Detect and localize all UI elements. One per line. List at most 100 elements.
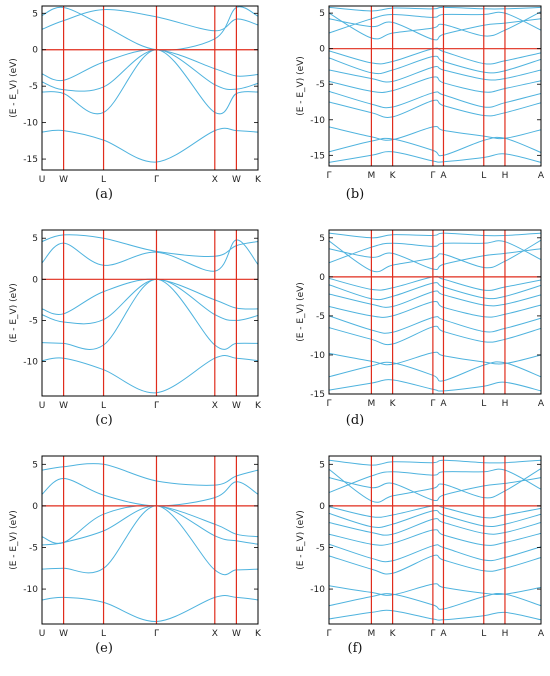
plot-frame bbox=[328, 5, 542, 167]
band-line-2 bbox=[42, 278, 258, 350]
k-point-label: H bbox=[502, 629, 509, 639]
plot-frame bbox=[328, 455, 542, 625]
bands-group bbox=[42, 6, 258, 163]
k-point-label: Γ bbox=[326, 629, 331, 639]
y-tick-label: 5 bbox=[319, 9, 325, 19]
y-tick-label: -5 bbox=[29, 82, 38, 92]
k-point-label: H bbox=[502, 171, 509, 181]
k-point-label: K bbox=[390, 171, 397, 181]
y-tick-label: -10 bbox=[310, 116, 325, 126]
panel-caption: (b) bbox=[346, 187, 364, 202]
k-point-label: Γ bbox=[326, 399, 331, 409]
y-tick-label: -15 bbox=[23, 155, 38, 165]
band-line-3 bbox=[329, 583, 541, 596]
band-line-3 bbox=[42, 49, 258, 92]
band-line-9 bbox=[329, 275, 541, 291]
y-tick-label: 0 bbox=[319, 45, 325, 55]
band-line-2 bbox=[329, 379, 541, 392]
plot-frame bbox=[41, 455, 259, 625]
k-point-label: X bbox=[212, 401, 218, 411]
band-line-8 bbox=[329, 55, 541, 75]
band-line-12 bbox=[329, 11, 541, 34]
k-point-label: L bbox=[481, 629, 486, 639]
k-point-label: A bbox=[440, 171, 447, 181]
bands-group bbox=[42, 234, 258, 394]
k-point-label: L bbox=[101, 175, 106, 185]
k-point-label: U bbox=[39, 401, 46, 411]
band-line-1 bbox=[42, 355, 258, 394]
band-line-12 bbox=[329, 240, 541, 264]
band-line-3 bbox=[329, 351, 541, 366]
panel-caption: (a) bbox=[95, 187, 113, 202]
y-tick-label: 5 bbox=[319, 234, 325, 244]
k-point-label: M bbox=[368, 629, 376, 639]
k-point-label: A bbox=[440, 399, 447, 409]
y-tick-label: -10 bbox=[310, 351, 325, 361]
k-point-label: L bbox=[101, 401, 106, 411]
y-axis-title: (E - E_V) (eV) bbox=[296, 56, 306, 116]
k-point-label: X bbox=[212, 629, 218, 639]
y-axis-title: (E - E_V) (eV) bbox=[296, 510, 306, 570]
y-tick-label: 5 bbox=[32, 9, 38, 19]
bands-group bbox=[329, 232, 541, 392]
plot-frame bbox=[41, 5, 259, 171]
band-line-7 bbox=[329, 66, 541, 83]
band-line-6 bbox=[329, 76, 541, 93]
band-line-1 bbox=[42, 595, 258, 623]
k-point-label: K bbox=[255, 629, 262, 639]
panel-e: 5 0 -5 -10 U W L Γ X W K (E - E_V) (eV) (e) bbox=[9, 455, 262, 656]
band-line-13 bbox=[329, 232, 541, 239]
plot-frame bbox=[41, 229, 259, 397]
band-line-6 bbox=[329, 529, 541, 546]
band-line-12 bbox=[329, 468, 541, 494]
band-line-3 bbox=[42, 278, 258, 325]
y-tick-label: -10 bbox=[23, 119, 38, 129]
band-line-7 bbox=[329, 518, 541, 536]
y-tick-label: 0 bbox=[32, 275, 38, 285]
band-line-10 bbox=[329, 248, 541, 270]
band-line-5 bbox=[42, 6, 258, 51]
band-line-4 bbox=[329, 554, 541, 575]
k-point-label: Γ bbox=[430, 171, 435, 181]
k-point-label: M bbox=[368, 171, 376, 181]
panel-a: 5 0 -5 -10 -15U W L Γ X W K (E - E_V) (eV) (a) bbox=[9, 5, 262, 202]
band-line-5 bbox=[329, 543, 541, 563]
band-line-4 bbox=[42, 278, 258, 315]
bands-group bbox=[329, 459, 541, 621]
band-line-11 bbox=[329, 11, 541, 40]
k-point-label: Γ bbox=[154, 175, 159, 185]
k-point-label: L bbox=[481, 399, 486, 409]
panel-b: 50-5-10-15Γ M K Γ A L H A(E - E_V) (eV)(b) bbox=[296, 5, 545, 202]
band-line-5 bbox=[329, 315, 541, 334]
k-point-label: Γ bbox=[154, 629, 159, 639]
band-line-10 bbox=[329, 18, 541, 41]
y-tick-label: -15 bbox=[310, 390, 325, 400]
k-point-label: K bbox=[390, 399, 397, 409]
band-line-8 bbox=[329, 510, 541, 528]
k-point-label: Γ bbox=[154, 401, 159, 411]
y-tick-label: -5 bbox=[29, 543, 38, 553]
k-point-label: W bbox=[59, 629, 68, 639]
k-point-label: A bbox=[538, 171, 545, 181]
y-tick-label: 5 bbox=[32, 460, 38, 470]
k-point-label: K bbox=[390, 629, 397, 639]
band-line-4 bbox=[329, 99, 541, 118]
k-point-label: Γ bbox=[326, 171, 331, 181]
y-tick-label: 0 bbox=[32, 46, 38, 56]
k-point-label: A bbox=[538, 399, 545, 409]
k-point-label: U bbox=[39, 629, 46, 639]
band-line-3 bbox=[329, 126, 541, 141]
band-line-5 bbox=[329, 90, 541, 109]
panel-caption: (d) bbox=[346, 413, 364, 428]
band-line-3 bbox=[42, 505, 258, 546]
y-tick-label: 5 bbox=[32, 234, 38, 244]
panel-caption: (f) bbox=[348, 641, 363, 656]
y-axis-title: (E - E_V) (eV) bbox=[9, 283, 19, 343]
band-line-11 bbox=[329, 239, 541, 273]
k-point-label: A bbox=[440, 629, 447, 639]
k-point-label: W bbox=[59, 175, 68, 185]
k-point-label: L bbox=[481, 171, 486, 181]
band-line-10 bbox=[329, 477, 541, 502]
y-tick-label: 0 bbox=[319, 502, 325, 512]
